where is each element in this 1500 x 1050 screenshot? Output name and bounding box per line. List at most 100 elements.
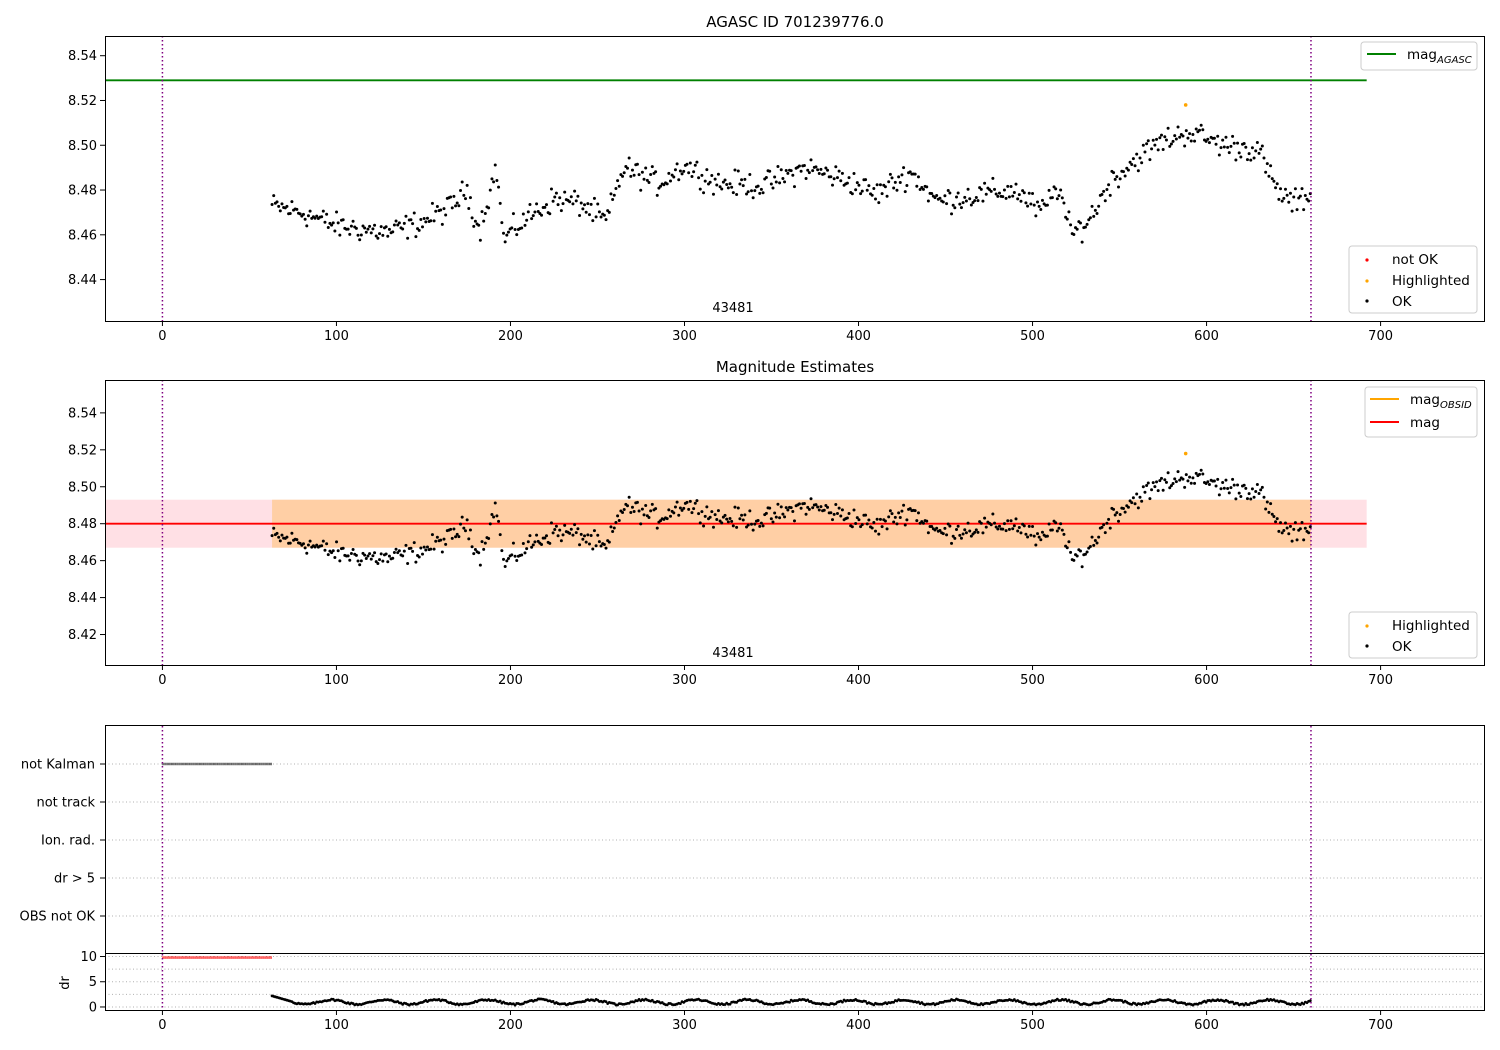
- ok-point: [609, 192, 613, 196]
- ok-point: [384, 225, 388, 229]
- ok-point: [665, 517, 669, 521]
- ok-point: [1050, 528, 1054, 532]
- ok-point: [1032, 203, 1036, 207]
- ok-point: [392, 551, 396, 555]
- ok-point: [637, 509, 641, 513]
- ok-point: [1279, 187, 1283, 191]
- ok-point: [1207, 141, 1211, 145]
- ok-point: [1287, 532, 1291, 536]
- ok-point: [301, 542, 305, 546]
- ok-point: [723, 513, 727, 517]
- ok-point: [773, 175, 777, 179]
- ok-point: [826, 168, 830, 172]
- ok-point: [285, 204, 289, 208]
- ok-point: [425, 216, 429, 220]
- ok-point: [1128, 160, 1132, 164]
- ok-point: [478, 563, 482, 567]
- ok-point: [627, 156, 631, 160]
- ok-point: [771, 520, 775, 524]
- ok-point: [852, 508, 856, 512]
- ok-point: [503, 564, 507, 568]
- ok-point: [738, 517, 742, 521]
- ok-point: [1075, 554, 1079, 558]
- ok-point: [761, 524, 765, 528]
- y-tick-label: 8.48: [68, 517, 97, 532]
- ok-point: [544, 203, 548, 207]
- ok-point: [1092, 214, 1096, 218]
- ok-point: [1259, 147, 1263, 151]
- ok-point: [779, 505, 783, 509]
- ok-point: [510, 226, 514, 230]
- ok-point: [672, 175, 676, 179]
- x-tick-label: 100: [324, 673, 349, 688]
- ok-point: [295, 207, 299, 211]
- ok-point: [490, 177, 494, 181]
- ok-point: [409, 546, 413, 550]
- ok-point: [429, 219, 433, 223]
- ok-point: [979, 187, 983, 191]
- ok-point: [817, 171, 821, 175]
- ok-point: [824, 166, 828, 170]
- ok-point: [1277, 529, 1281, 533]
- ok-point: [551, 531, 555, 535]
- agasc-panel-frame: [105, 36, 1485, 322]
- ok-point: [698, 521, 702, 525]
- ok-point: [589, 534, 593, 538]
- ok-point: [898, 515, 902, 519]
- ok-point: [723, 178, 727, 182]
- ok-point: [506, 230, 510, 234]
- ok-point: [781, 512, 785, 516]
- ok-point: [1280, 531, 1284, 535]
- ok-point: [721, 180, 725, 184]
- agasc-panel-title: AGASC ID 701239776.0: [706, 13, 884, 31]
- ok-point: [811, 506, 815, 510]
- ok-point: [511, 212, 515, 216]
- ok-point: [1001, 527, 1005, 531]
- ok-point: [492, 515, 496, 519]
- ok-point: [463, 529, 467, 533]
- ok-point: [584, 540, 588, 544]
- ok-point: [454, 204, 458, 208]
- ok-point: [272, 526, 276, 530]
- ok-point: [1201, 128, 1205, 132]
- ok-point: [753, 522, 757, 526]
- ok-point: [983, 181, 987, 185]
- ok-point: [1009, 519, 1013, 523]
- ok-point: [688, 499, 692, 503]
- ok-point: [1065, 217, 1069, 221]
- ok-point: [330, 223, 334, 227]
- flag-label: not track: [36, 796, 95, 811]
- ok-point: [411, 222, 415, 226]
- ok-point: [520, 553, 524, 557]
- ok-point: [1103, 531, 1107, 535]
- ok-point: [710, 173, 714, 177]
- ok-point: [916, 175, 920, 179]
- flags-panel-content: [105, 726, 1485, 953]
- ok-point: [741, 184, 745, 188]
- ok-point: [677, 513, 681, 517]
- ok-point: [1135, 152, 1139, 156]
- ok-point: [885, 527, 889, 531]
- ok-point: [1150, 147, 1154, 151]
- ok-point: [381, 559, 385, 563]
- ok-point: [381, 233, 385, 237]
- ok-point: [1265, 500, 1269, 504]
- ok-point: [1188, 132, 1192, 136]
- x-tick-label: 600: [1194, 329, 1219, 344]
- ok-point: [1234, 497, 1238, 501]
- ok-point: [1262, 156, 1266, 160]
- ok-point: [685, 500, 689, 504]
- ok-point: [758, 524, 762, 528]
- ok-point: [921, 187, 925, 191]
- x-tick-label: 300: [672, 673, 697, 688]
- ok-point: [430, 201, 434, 205]
- ok-point: [1234, 158, 1238, 162]
- ok-point: [751, 528, 755, 532]
- ok-point: [1222, 486, 1226, 490]
- ok-point: [720, 187, 724, 191]
- ok-point: [864, 513, 868, 517]
- ok-point: [583, 534, 587, 538]
- ok-point: [963, 528, 967, 532]
- ok-point: [523, 551, 527, 555]
- ok-point: [1093, 538, 1097, 542]
